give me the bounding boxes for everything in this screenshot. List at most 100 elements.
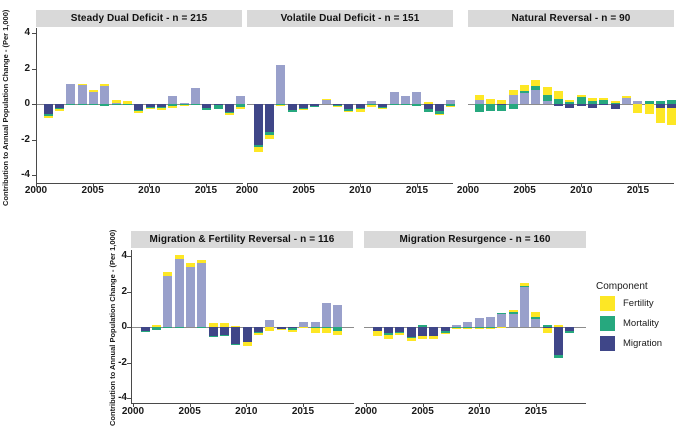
y-tick-mark: [32, 68, 36, 70]
x-tick-mark: [479, 404, 481, 407]
fertility-swatch-icon: [600, 296, 615, 311]
bar-segment-fertility: [265, 135, 275, 139]
legend: Component Fertility Mortality Migration: [596, 281, 686, 356]
bar-segment-migration: [656, 104, 666, 108]
y-tick-label: -2: [21, 133, 30, 145]
legend-item-migration: Migration: [596, 336, 686, 351]
bar-segment-migration: [299, 321, 309, 327]
bar-segment-mortality: [322, 327, 332, 328]
x-tick-mark: [246, 404, 248, 407]
bar-segment-mortality: [265, 132, 275, 136]
bar-segment-migration: [622, 97, 632, 104]
bar-segment-mortality: [531, 317, 541, 319]
bar-segment-mortality: [77, 104, 87, 106]
bar-segment-mortality: [474, 104, 484, 112]
bar-segment-fertility: [55, 109, 65, 112]
x-tick-mark: [422, 404, 424, 407]
bar-segment-fertility: [531, 311, 541, 318]
bar-segment-fertility: [197, 259, 207, 264]
bar-segment-migration: [633, 101, 643, 104]
bar-segment-fertility: [508, 310, 518, 312]
bar-segment-mortality: [191, 104, 201, 105]
facet-strip-steady-dual-deficit: Steady Dual Deficit - n = 215: [36, 10, 242, 27]
bar-segment-fertility: [152, 325, 162, 327]
bar-segment-fertility: [656, 107, 666, 123]
bar-segment-migration: [406, 327, 416, 337]
bar-segment-fertility: [100, 84, 110, 87]
bar-segment-mortality: [378, 106, 388, 108]
bar-segment-fertility: [644, 104, 654, 114]
x-tick-mark: [581, 184, 583, 187]
bar-segment-migration: [401, 96, 411, 104]
bar-segment-migration: [395, 327, 405, 333]
bar-segment-migration: [542, 101, 552, 104]
legend-item-label: Mortality: [623, 318, 659, 329]
bar-segment-migration: [610, 104, 620, 110]
bar-segment-migration: [389, 92, 399, 104]
x-tick-label: 2015: [524, 406, 548, 417]
bar-segment-migration: [202, 104, 212, 108]
bar-segment-fertility: [276, 104, 286, 106]
bar-segment-fertility: [344, 111, 354, 113]
y-tick-label: 0: [24, 98, 30, 109]
bar-segment-mortality: [656, 101, 666, 104]
bar-segment-migration: [310, 104, 320, 106]
y-tick-mark: [32, 33, 36, 34]
plot-area-migration-fertility-reversal: [131, 250, 354, 404]
bar-segment-mortality: [452, 327, 462, 328]
bar-segment-mortality: [667, 99, 677, 104]
bar-segment-mortality: [236, 104, 246, 107]
bar-segment-migration: [565, 327, 575, 331]
bar-segment-migration: [174, 258, 184, 327]
bar-segment-migration: [265, 319, 275, 327]
bar-segment-fertility: [77, 83, 87, 86]
x-tick-mark: [247, 184, 248, 187]
bar-segment-fertility: [186, 263, 196, 267]
bar-segment-mortality: [497, 104, 507, 112]
x-tick-mark: [637, 184, 639, 187]
bar-segment-migration: [497, 313, 507, 327]
bar-segment-mortality: [208, 335, 218, 337]
bar-segment-mortality: [220, 334, 230, 336]
bar-segment-fertility: [610, 101, 620, 104]
x-tick-mark: [303, 184, 305, 187]
bar-segment-fertility: [134, 111, 144, 113]
bar-segment-fertility: [531, 80, 541, 87]
bar-segment-migration: [100, 86, 110, 104]
bar-segment-mortality: [134, 110, 144, 112]
bar-segment-mortality: [565, 330, 575, 334]
y-tick-mark: [32, 175, 36, 176]
bar-segment-migration: [440, 327, 450, 332]
bar-segment-fertility: [395, 332, 405, 335]
bar-segment-fertility: [497, 99, 507, 104]
bar-segment-mortality: [542, 325, 552, 327]
bar-segment-mortality: [168, 104, 178, 106]
bar-segment-migration: [254, 327, 264, 333]
x-tick-label: 2000: [121, 406, 145, 417]
bar-segment-migration: [429, 327, 439, 336]
bar-segment-migration: [242, 327, 252, 343]
bar-segment-mortality: [418, 325, 428, 327]
x-tick-mark: [92, 184, 94, 187]
bar-segment-migration: [418, 327, 428, 336]
bar-segment-migration: [134, 104, 144, 111]
bar-segment-migration: [378, 104, 388, 107]
bar-segment-fertility: [288, 329, 298, 333]
bar-segment-migration: [384, 327, 394, 334]
x-tick-mark: [205, 184, 207, 187]
bar-segment-migration: [497, 104, 507, 105]
bar-segment-mortality: [588, 101, 598, 104]
x-tick-mark: [360, 184, 362, 187]
bar-segment-migration: [168, 96, 178, 104]
bar-segment-fertility: [276, 329, 286, 331]
bar-segment-fertility: [554, 90, 564, 99]
bar-segment-migration: [186, 266, 196, 327]
bar-segment-migration: [55, 104, 65, 109]
bar-segment-mortality: [429, 335, 439, 337]
bar-segment-mortality: [123, 104, 133, 105]
x-tick-mark: [416, 184, 418, 187]
bar-segment-mortality: [310, 105, 320, 107]
bar-segment-migration: [191, 88, 201, 104]
bar-segment-migration: [321, 99, 331, 104]
